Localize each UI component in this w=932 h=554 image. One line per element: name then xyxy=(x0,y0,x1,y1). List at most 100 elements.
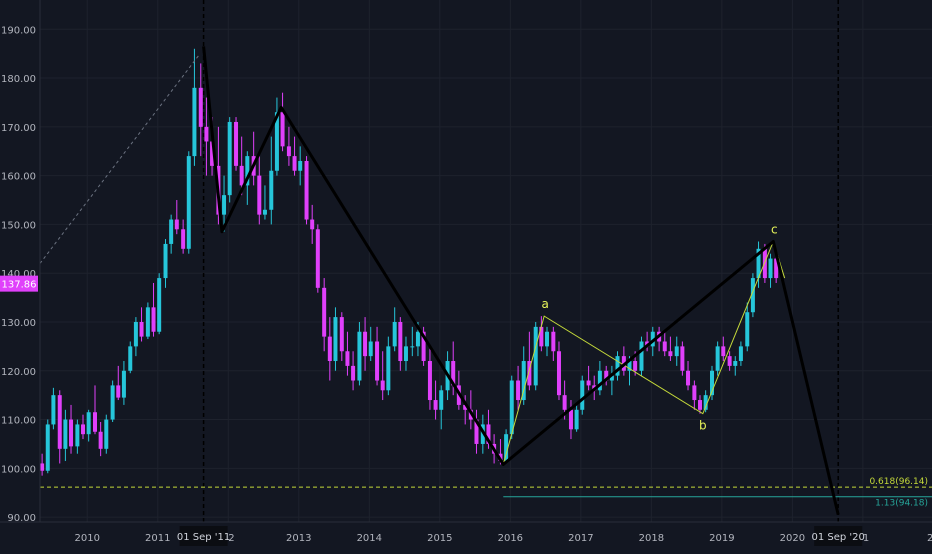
candle xyxy=(639,336,644,376)
candle-body xyxy=(698,400,703,410)
candle-body xyxy=(257,175,262,215)
candle-body xyxy=(310,219,315,230)
candle xyxy=(756,241,761,288)
candle-body xyxy=(98,431,103,449)
candle-body xyxy=(222,195,227,215)
candle xyxy=(609,365,614,396)
date-marker-badge xyxy=(179,526,228,546)
candle xyxy=(151,282,156,337)
candle-body xyxy=(357,331,362,381)
candle-body xyxy=(234,121,239,166)
candle xyxy=(539,316,544,352)
candle-body xyxy=(562,395,567,410)
candle-body xyxy=(486,424,491,444)
date-marker-label: 01 Sep '11 xyxy=(177,532,230,543)
fib-level-label: 1.13(94.18) xyxy=(875,499,928,509)
candle xyxy=(427,346,432,410)
candle xyxy=(128,341,133,374)
candle-body xyxy=(133,321,138,347)
wave-label: b xyxy=(699,419,707,433)
candle xyxy=(286,126,291,166)
candle xyxy=(280,92,285,152)
candle xyxy=(234,117,239,171)
candle xyxy=(222,175,227,232)
candle-body xyxy=(386,346,391,391)
candle-body xyxy=(533,326,538,386)
candle xyxy=(139,307,144,342)
candle xyxy=(692,380,697,410)
candle-body xyxy=(145,307,150,337)
candle-body xyxy=(375,341,380,381)
candle xyxy=(363,317,368,371)
candle xyxy=(521,346,526,405)
candle xyxy=(98,421,103,457)
x-tick-label: 2018 xyxy=(639,533,664,544)
candle xyxy=(738,341,743,366)
candle-body xyxy=(139,321,144,337)
x-tick-label: 12 xyxy=(222,533,235,544)
candle xyxy=(163,239,168,288)
candle-body xyxy=(69,419,74,447)
candle xyxy=(474,409,479,454)
candle xyxy=(227,117,232,203)
candle xyxy=(398,317,403,371)
candle-body xyxy=(427,361,432,401)
candle-body xyxy=(351,365,356,381)
candle-body xyxy=(192,87,197,157)
candle-body xyxy=(40,463,45,471)
candle-body xyxy=(227,121,232,196)
candle xyxy=(733,356,738,376)
candle xyxy=(668,336,673,362)
candle-body xyxy=(380,380,385,391)
candle-body xyxy=(662,341,667,352)
candle-body xyxy=(633,361,638,371)
candle-body xyxy=(721,346,726,357)
candle xyxy=(463,395,468,425)
candle xyxy=(709,365,714,401)
candle-body xyxy=(269,170,274,210)
grid-lines xyxy=(40,0,932,522)
candle xyxy=(604,365,609,386)
candle-body xyxy=(709,370,714,396)
current-price-label: 137.86 xyxy=(2,280,37,291)
candle xyxy=(145,302,150,340)
candle-body xyxy=(298,160,303,171)
candle-body xyxy=(245,156,250,186)
candle-body xyxy=(539,326,544,347)
candle-body xyxy=(345,351,350,366)
candle-body xyxy=(504,434,509,462)
candle xyxy=(40,453,45,476)
candle-body xyxy=(403,346,408,362)
candle-body xyxy=(556,351,561,396)
candle xyxy=(204,97,209,176)
y-tick-label: 180.00 xyxy=(1,74,36,85)
candle xyxy=(333,307,338,371)
candle xyxy=(380,351,385,401)
candle xyxy=(586,365,591,391)
fib-level-label: 0.618(96.14) xyxy=(869,477,928,487)
candle-body xyxy=(239,165,244,186)
wave-label: c xyxy=(771,222,778,236)
candle xyxy=(615,351,620,381)
candle-body xyxy=(262,209,267,215)
date-marker-lines xyxy=(202,0,839,522)
candle xyxy=(544,326,549,357)
candle-body xyxy=(627,361,632,371)
candle-body xyxy=(433,400,438,410)
candle-body xyxy=(615,356,620,376)
candle xyxy=(357,321,362,386)
candle xyxy=(768,253,773,288)
candle-body xyxy=(410,346,415,348)
candle xyxy=(192,48,197,166)
candle-body xyxy=(327,336,332,362)
candle xyxy=(198,63,203,157)
candle-body xyxy=(774,258,779,279)
candle-body xyxy=(86,412,91,435)
candle xyxy=(121,361,126,405)
candle xyxy=(269,136,274,225)
candle xyxy=(45,419,50,474)
candle-body xyxy=(750,278,755,313)
candle-body xyxy=(516,380,521,401)
candle xyxy=(310,204,315,244)
